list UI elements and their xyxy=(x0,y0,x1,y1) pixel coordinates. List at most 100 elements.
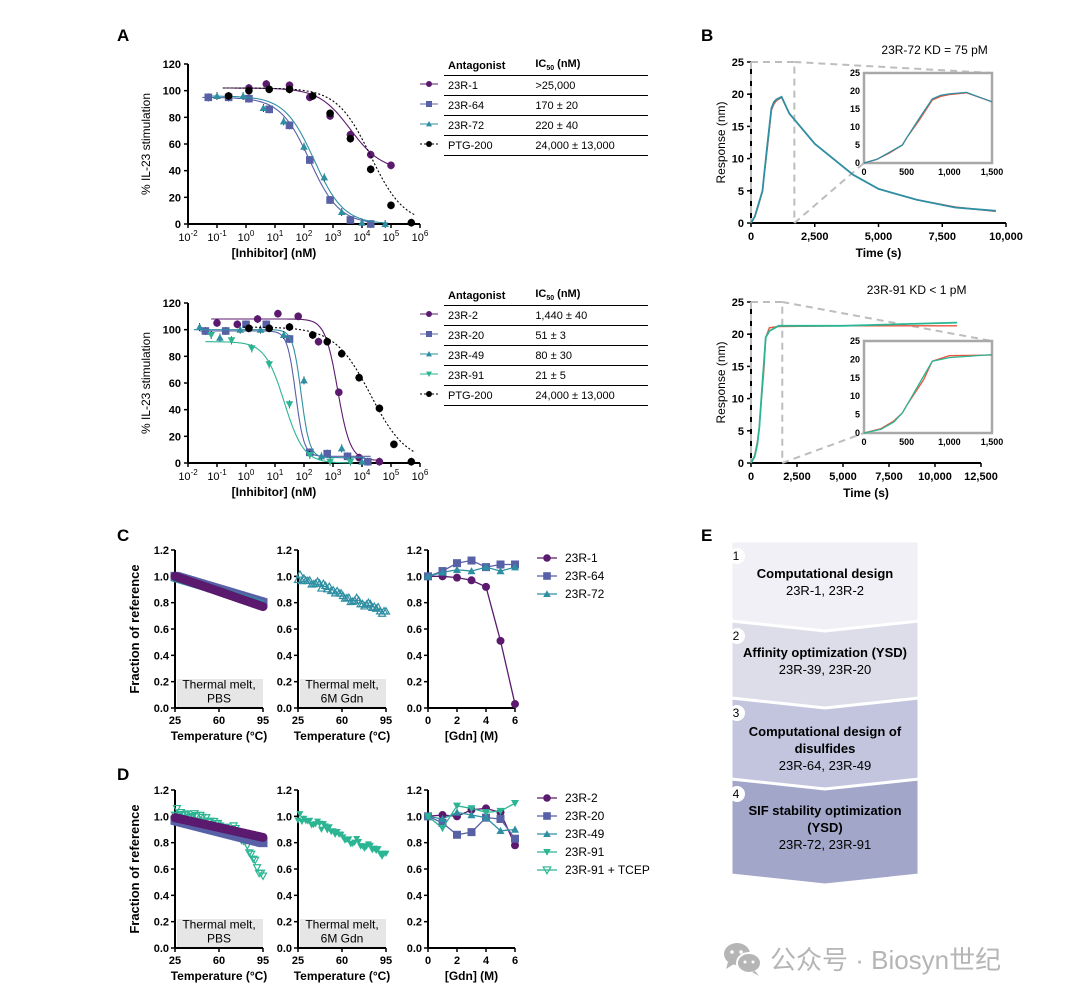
x-tick-label: 6 xyxy=(512,715,518,727)
x-axis-label: Time (s) xyxy=(856,246,902,260)
data-point xyxy=(317,452,326,460)
titration-point xyxy=(482,813,490,821)
x-tick-label: 10-2 xyxy=(178,468,198,483)
data-point xyxy=(245,94,253,103)
titration-point xyxy=(438,568,447,576)
x-tick-label: 95 xyxy=(380,955,392,967)
melt-point xyxy=(348,596,358,605)
data-point xyxy=(335,388,343,397)
data-point xyxy=(375,457,384,466)
wechat-icon xyxy=(724,942,762,976)
y-tick-label: 0.6 xyxy=(407,624,422,636)
titration-point xyxy=(496,567,505,575)
y-tick-label: 0.8 xyxy=(407,598,422,610)
zoom-connector xyxy=(781,432,865,464)
x-tick-label: 103 xyxy=(325,468,342,483)
titration-point xyxy=(438,814,447,823)
melt-point xyxy=(258,832,268,842)
legend-marker xyxy=(418,306,444,326)
y-tick-label: 1.0 xyxy=(154,811,169,823)
inset-x-tick-label: 1,000 xyxy=(938,437,961,447)
data-point xyxy=(337,444,346,452)
y-tick-label: 0.4 xyxy=(407,890,423,902)
step-number-badge xyxy=(729,786,745,802)
data-point xyxy=(204,93,213,102)
data-point xyxy=(216,333,224,341)
titration-point xyxy=(496,826,505,835)
panel-label-d: D xyxy=(117,765,130,784)
titration-point xyxy=(467,567,476,575)
legend-marker-icon xyxy=(420,311,438,317)
ic50-value: 220 ± 40 xyxy=(531,115,648,136)
data-point xyxy=(239,92,247,100)
condition-label: Thermal melt, xyxy=(182,677,255,691)
data-point xyxy=(245,324,253,333)
step-number: 3 xyxy=(733,706,740,720)
step-number: 1 xyxy=(733,549,740,563)
melt-point xyxy=(172,804,182,814)
data-point xyxy=(236,325,244,333)
ic50-value: 1,440 ± 40 xyxy=(531,305,648,326)
kd-annotation: 23R-72 KD = 75 pM xyxy=(881,43,987,57)
x-tick-label: 106 xyxy=(412,468,429,483)
x-tick-label: 5,000 xyxy=(865,231,893,243)
inset-y-tick-label: 20 xyxy=(850,354,860,364)
x-tick-label: 60 xyxy=(336,955,348,967)
x-tick-label: 0 xyxy=(425,955,431,967)
titration-point xyxy=(467,576,476,585)
inset-y-tick-label: 0 xyxy=(855,428,860,438)
y-tick-label: 15 xyxy=(732,361,744,373)
y-tick-label: 0.0 xyxy=(277,943,292,955)
design-flowchart: 1 Computational design 23R-1, 23R-2 2Affini… xyxy=(729,539,921,887)
data-point xyxy=(233,320,242,329)
step-variants: 23R-72, 23R-91 xyxy=(779,837,872,852)
data-point xyxy=(323,337,332,346)
flow-step: 1 Computational design 23R-1, 23R-2 xyxy=(729,539,921,643)
data-point xyxy=(366,165,375,174)
x-tick-label: 95 xyxy=(257,955,269,967)
condition-label: PBS xyxy=(207,692,231,706)
legend-marker xyxy=(543,572,551,580)
data-point xyxy=(375,404,384,413)
data-point xyxy=(207,331,215,339)
titration-point xyxy=(453,830,461,839)
data-point xyxy=(346,134,355,143)
legend-marker-shape xyxy=(426,331,432,337)
fit-curve-23r-49 xyxy=(193,329,365,459)
x-tick-label: 2 xyxy=(454,715,460,727)
y-tick-label: 0 xyxy=(738,218,744,230)
legend-label: 23R-91 xyxy=(565,845,605,859)
zoom-region-box xyxy=(751,301,784,463)
legend-label: 23R-49 xyxy=(565,827,605,841)
fit-curve-ptg-200 xyxy=(222,87,415,215)
melt-point xyxy=(190,810,200,819)
step-variants: 23R-39, 23R-20 xyxy=(779,662,872,677)
y-tick-label: 0.4 xyxy=(154,650,170,662)
legend-marker-shape xyxy=(426,311,432,317)
table-row: PTG-200 24,000 ± 13,000 xyxy=(418,135,648,156)
ic50-value: 80 ± 30 xyxy=(531,345,648,366)
y-tick-label: 0.0 xyxy=(407,703,422,715)
titration-point xyxy=(453,559,461,568)
x-tick-label: 102 xyxy=(296,468,313,483)
x-tick-label: 105 xyxy=(383,468,400,483)
x-tick-label: 101 xyxy=(267,468,284,483)
x-tick-label: 25 xyxy=(169,955,181,967)
data-point xyxy=(337,208,346,216)
data-point xyxy=(387,201,395,210)
data-point xyxy=(323,449,331,458)
data-point xyxy=(300,142,308,150)
step-number-badge xyxy=(729,628,745,644)
x-tick-label: 103 xyxy=(325,229,342,244)
zoom-connector xyxy=(793,162,865,224)
y-axis-label: % IL-23 stimulation xyxy=(139,332,153,434)
data-point xyxy=(366,220,375,228)
legend-marker xyxy=(418,116,444,136)
y-tick-label: 1.0 xyxy=(277,571,292,583)
y-tick-label: 20 xyxy=(169,431,181,443)
y-tick-label: 120 xyxy=(163,298,181,310)
y-tick-label: 0.4 xyxy=(277,890,293,902)
x-tick-label: 102 xyxy=(296,229,313,244)
y-tick-label: 100 xyxy=(163,325,181,337)
table-header-ic50: IC50 (nM) xyxy=(531,56,648,76)
